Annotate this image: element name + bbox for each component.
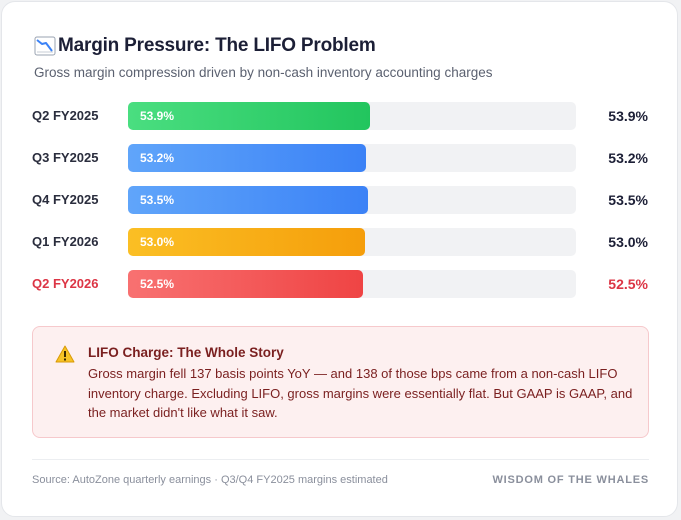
bar-row: Q1 FY2026 53.0% 53.0% bbox=[0, 228, 681, 256]
bar-data-label: 53.2% bbox=[140, 151, 175, 165]
bar: 53.2% bbox=[128, 144, 367, 172]
chart-subtitle: Gross margin compression driven by non-c… bbox=[34, 65, 493, 80]
title-row: Margin Pressure: The LIFO Problem bbox=[34, 35, 376, 57]
callout-body: Gross margin fell 137 basis points YoY —… bbox=[88, 366, 633, 420]
category-label: Q2 FY2025 bbox=[32, 108, 99, 123]
value-label: 52.5% bbox=[608, 276, 648, 292]
bar-data-label: 53.0% bbox=[140, 235, 175, 249]
brand-label: WISDOM OF THE WHALES bbox=[492, 474, 649, 486]
warning-icon bbox=[55, 345, 75, 363]
value-label: 53.2% bbox=[608, 150, 648, 166]
footer-divider bbox=[32, 459, 649, 460]
bar: 53.9% bbox=[128, 102, 370, 130]
source-note: Source: AutoZone quarterly earnings · Q3… bbox=[32, 474, 388, 486]
bar: 53.5% bbox=[128, 186, 368, 214]
bar: 52.5% bbox=[128, 270, 364, 298]
bar-track: 53.9% bbox=[128, 102, 576, 130]
category-label: Q3 FY2025 bbox=[32, 150, 99, 165]
chart-decreasing-icon bbox=[34, 36, 56, 56]
chart-title: Margin Pressure: The LIFO Problem bbox=[58, 35, 376, 56]
value-label: 53.5% bbox=[608, 192, 648, 208]
bar-data-label: 52.5% bbox=[140, 277, 175, 291]
bar-track: 53.2% bbox=[128, 144, 576, 172]
callout-title: LIFO Charge: The Whole Story bbox=[88, 345, 284, 360]
bar-track: 53.0% bbox=[128, 228, 576, 256]
value-label: 53.9% bbox=[608, 108, 648, 124]
value-label: 53.0% bbox=[608, 234, 648, 250]
category-label: Q4 FY2025 bbox=[32, 192, 99, 207]
lifo-callout: LIFO Charge: The Whole Story Gross margi… bbox=[32, 326, 649, 438]
bar-row: Q2 FY2025 53.9% 53.9% bbox=[0, 102, 681, 130]
bar-data-label: 53.9% bbox=[140, 109, 175, 123]
category-label: Q2 FY2026 bbox=[32, 276, 99, 291]
bar-row: Q4 FY2025 53.5% 53.5% bbox=[0, 186, 681, 214]
bar-track: 52.5% bbox=[128, 270, 576, 298]
category-label: Q1 FY2026 bbox=[32, 234, 99, 249]
bar-row: Q2 FY2026 52.5% 52.5% bbox=[0, 270, 681, 298]
bar: 53.0% bbox=[128, 228, 366, 256]
bar-data-label: 53.5% bbox=[140, 193, 175, 207]
bar-track: 53.5% bbox=[128, 186, 576, 214]
bar-row: Q3 FY2025 53.2% 53.2% bbox=[0, 144, 681, 172]
